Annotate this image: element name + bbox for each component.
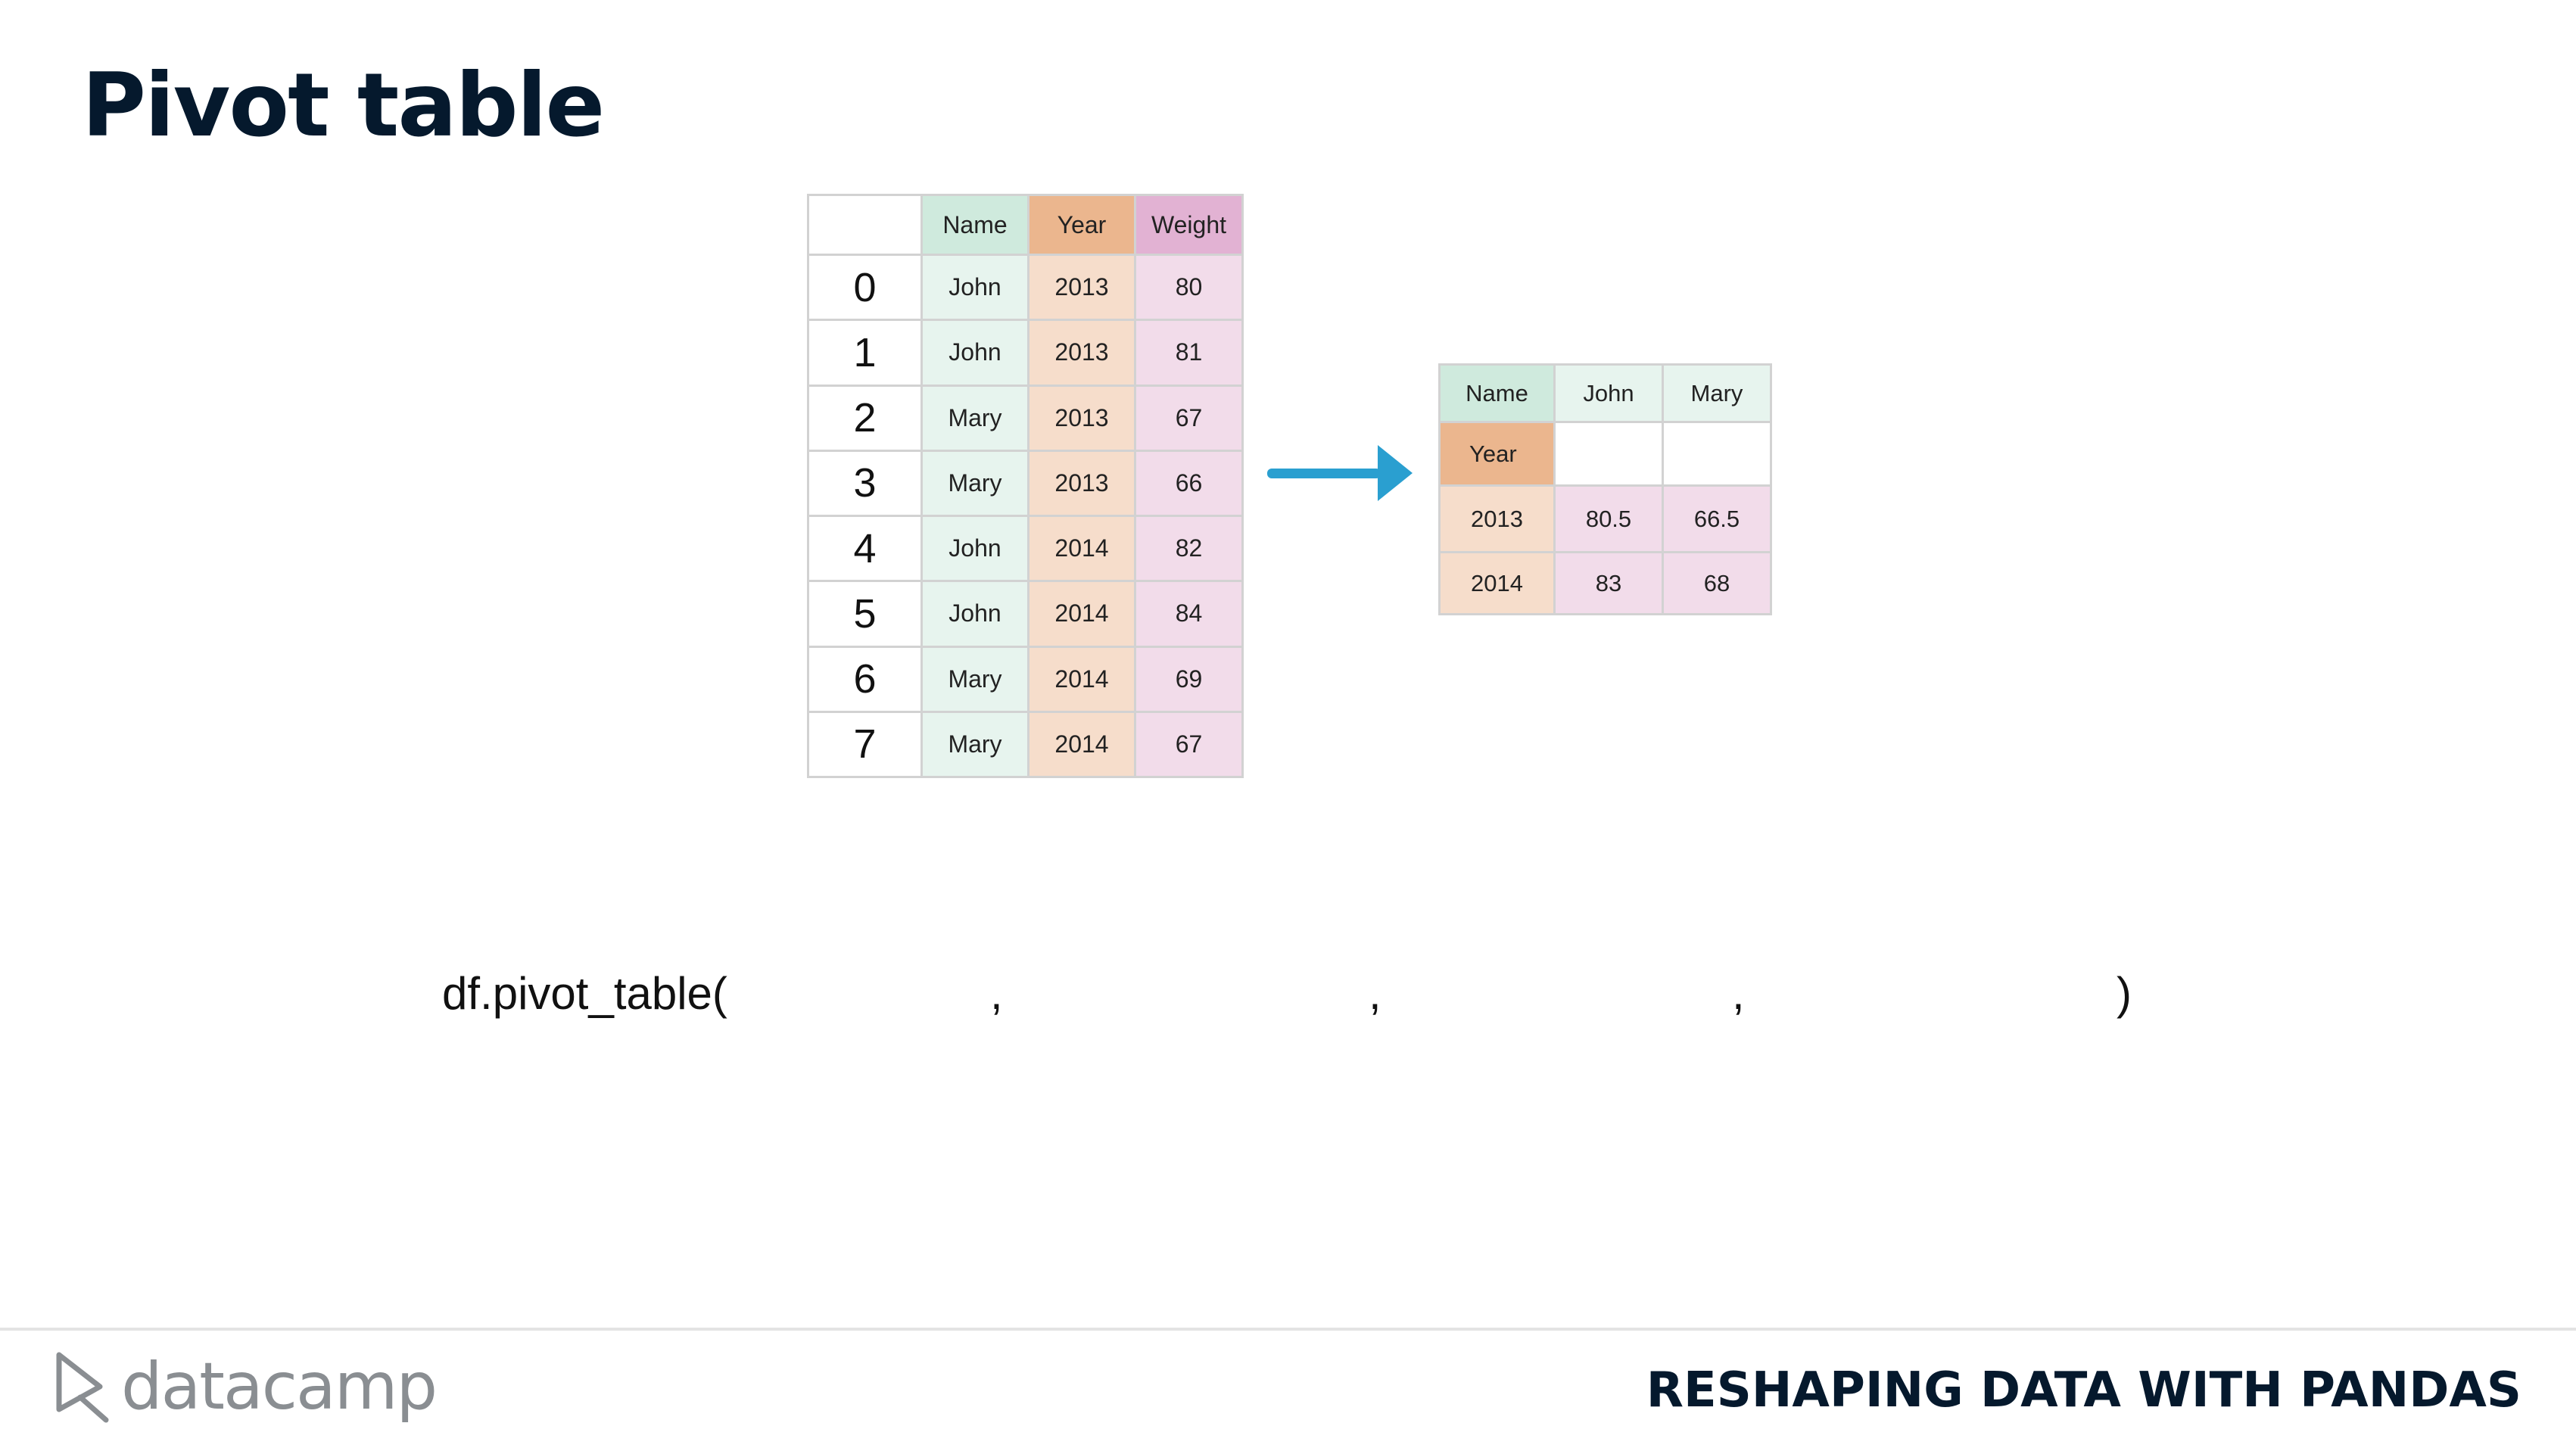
name-cell: John [920,514,1029,583]
table-row: 2014 83 68 [1438,551,1772,615]
weight-cell: 84 [1134,580,1244,648]
empty-cell [1662,421,1772,487]
footer-divider [0,1328,2576,1331]
table-row: 5 John 2014 84 [807,580,1244,648]
pivot-index-label-row: Year [1438,421,1772,487]
year-cell: 2014 [1027,580,1136,648]
pivot-result-table: Name John Mary Year 2013 80.5 66.5 2014 … [1438,363,1772,615]
empty-cell [1553,421,1664,487]
name-column-header: Name [920,194,1029,256]
course-title: RESHAPING DATA WITH PANDAS [1646,1362,2521,1418]
source-header-row: Name Year Weight [807,194,1244,256]
weight-cell: 66 [1134,449,1244,518]
weight-cell: 69 [1134,645,1244,713]
index-label-cell: Year [1438,421,1556,487]
value-cell: 66.5 [1662,484,1772,553]
weight-cell: 81 [1134,319,1244,387]
row-index: 7 [807,710,923,779]
weight-cell: 82 [1134,514,1244,583]
name-cell: Mary [920,449,1029,518]
row-index: 4 [807,514,923,583]
code-comma-2: , [1369,968,1381,1019]
column-header-mary: Mary [1662,363,1772,423]
weight-cell: 67 [1134,710,1244,779]
code-comma-3: , [1732,968,1745,1019]
year-cell: 2014 [1027,645,1136,713]
row-index: 5 [807,580,923,648]
row-index: 0 [807,253,923,322]
table-row: 0 John 2013 80 [807,253,1244,322]
row-index: 6 [807,645,923,713]
value-cell: 83 [1553,551,1664,615]
row-index: 3 [807,449,923,518]
code-closing-paren: ) [2117,968,2132,1019]
year-cell: 2013 [1027,253,1136,322]
weight-cell: 80 [1134,253,1244,322]
year-index-cell: 2013 [1438,484,1556,553]
logo-text: datacamp [121,1349,438,1425]
year-cell: 2014 [1027,710,1136,779]
table-row: 2 Mary 2013 67 [807,384,1244,452]
year-cell: 2013 [1027,384,1136,452]
columns-label-cell: Name [1438,363,1556,423]
year-cell: 2013 [1027,449,1136,518]
row-index: 2 [807,384,923,452]
code-comma-1: , [990,968,1003,1019]
year-column-header: Year [1027,194,1136,256]
row-index: 1 [807,319,923,387]
name-cell: Mary [920,645,1029,713]
value-cell: 68 [1662,551,1772,615]
name-cell: John [920,253,1029,322]
table-row: 2013 80.5 66.5 [1438,484,1772,553]
datacamp-logo-icon [56,1352,109,1423]
index-header-cell [807,194,923,256]
name-cell: Mary [920,710,1029,779]
year-cell: 2013 [1027,319,1136,387]
pivot-header-row: Name John Mary [1438,363,1772,423]
table-row: 6 Mary 2014 69 [807,645,1244,713]
right-arrow-icon [1267,445,1413,501]
name-cell: Mary [920,384,1029,452]
weight-cell: 67 [1134,384,1244,452]
table-row: 3 Mary 2013 66 [807,449,1244,518]
slide-title: Pivot table [82,54,605,157]
year-cell: 2014 [1027,514,1136,583]
value-cell: 80.5 [1553,484,1664,553]
table-row: 7 Mary 2014 67 [807,710,1244,779]
year-index-cell: 2014 [1438,551,1556,615]
name-cell: John [920,580,1029,648]
table-row: 4 John 2014 82 [807,514,1244,583]
table-row: 1 John 2013 81 [807,319,1244,387]
datacamp-logo: datacamp [53,1349,438,1425]
name-cell: John [920,319,1029,387]
weight-column-header: Weight [1134,194,1244,256]
source-table: Name Year Weight 0 John 2013 80 1 John 2… [807,194,1244,779]
column-header-john: John [1553,363,1664,423]
code-prefix: df.pivot_table( [442,968,727,1019]
